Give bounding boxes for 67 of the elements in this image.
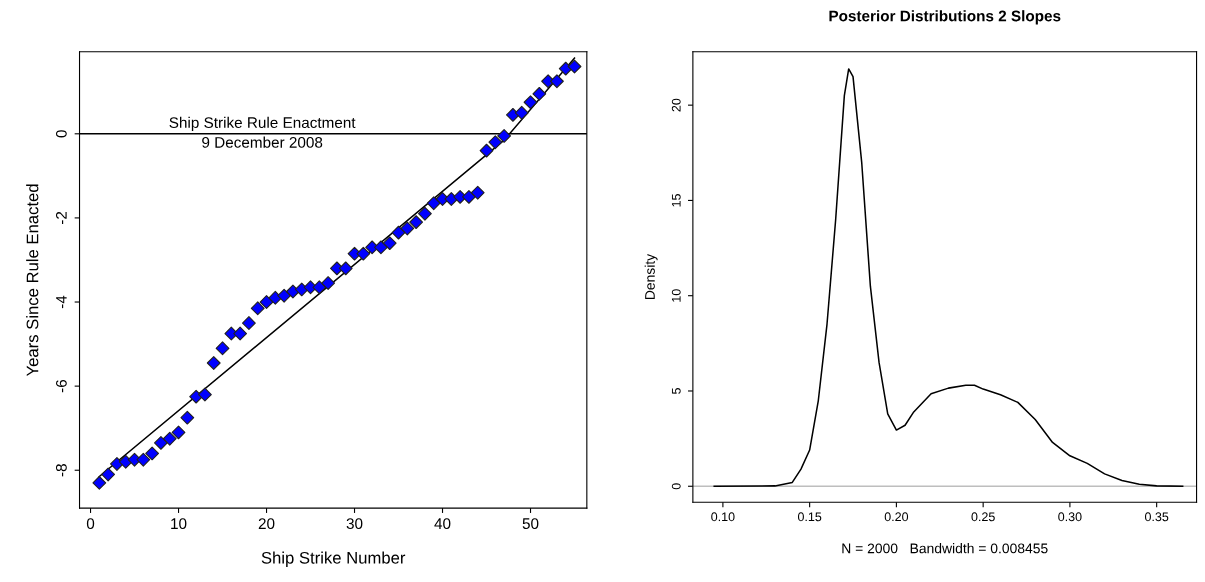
point xyxy=(171,425,186,440)
point xyxy=(233,326,248,341)
x-tick-label: 30 xyxy=(346,518,363,530)
x-tick-label: 50 xyxy=(522,518,539,530)
y-tick-label: 0 xyxy=(55,130,67,138)
y-tick-label: -6 xyxy=(55,380,67,393)
point xyxy=(259,295,274,309)
point xyxy=(409,215,424,230)
point xyxy=(277,288,292,303)
x-tick-label: 0.30 xyxy=(1058,512,1082,522)
point xyxy=(488,135,503,150)
point xyxy=(136,452,151,467)
line-series xyxy=(713,68,1184,488)
point xyxy=(145,446,160,461)
point xyxy=(312,280,327,295)
y-tick-label: 5 xyxy=(671,388,681,394)
y-tick-label: -8 xyxy=(55,464,67,477)
x-tick-label: 0.20 xyxy=(884,512,909,522)
point xyxy=(567,59,582,74)
x-tick-label: 20 xyxy=(258,518,275,530)
point xyxy=(532,86,547,101)
point xyxy=(470,185,485,200)
x-axis-title: N = 2000 Bandwidth = 0.008455 xyxy=(842,543,1048,554)
point xyxy=(400,221,415,236)
point xyxy=(497,128,512,143)
point xyxy=(514,105,529,120)
point xyxy=(294,282,309,297)
point xyxy=(549,74,564,89)
y-tick-label: 0 xyxy=(671,483,681,490)
point xyxy=(162,431,177,446)
x-tick-label: 0.35 xyxy=(1144,512,1169,522)
point xyxy=(154,435,168,450)
x-tick-label: 0.15 xyxy=(797,512,822,522)
y-tick-label: 20 xyxy=(671,98,681,112)
y-tick-label: 10 xyxy=(671,289,681,302)
x-tick-label: 0.10 xyxy=(711,512,735,522)
point xyxy=(461,189,476,204)
x-axis-title: Ship Strike Number xyxy=(261,551,406,568)
y-axis-title: Years Since Rule Enacted xyxy=(26,184,39,377)
point xyxy=(242,316,256,330)
point xyxy=(391,225,406,240)
point xyxy=(356,246,371,261)
point xyxy=(92,475,107,490)
chart-title: Posterior Distributions 2 Slopes xyxy=(829,10,1061,25)
point xyxy=(101,467,116,482)
y-tick-label: -4 xyxy=(56,295,67,309)
ref-line-label: Ship Strike Rule Enactment 9 December 2008 xyxy=(169,116,356,148)
point xyxy=(180,410,195,425)
point xyxy=(417,206,432,221)
point xyxy=(321,276,336,291)
point xyxy=(523,95,538,110)
x-tick-label: 0.25 xyxy=(971,512,995,522)
point xyxy=(198,387,212,402)
point xyxy=(382,236,397,251)
x-tick-label: 10 xyxy=(171,518,187,530)
y-tick-label: 15 xyxy=(671,194,681,207)
x-tick-label: 40 xyxy=(434,518,451,530)
point xyxy=(250,301,265,316)
y-tick-label: -2 xyxy=(55,211,67,225)
point xyxy=(338,261,353,276)
point xyxy=(374,240,388,255)
point xyxy=(206,356,221,370)
x-tick-label: 0 xyxy=(86,518,95,530)
y-axis-title: Density xyxy=(644,253,658,300)
point xyxy=(215,341,230,356)
point xyxy=(479,143,494,158)
point xyxy=(426,196,441,211)
